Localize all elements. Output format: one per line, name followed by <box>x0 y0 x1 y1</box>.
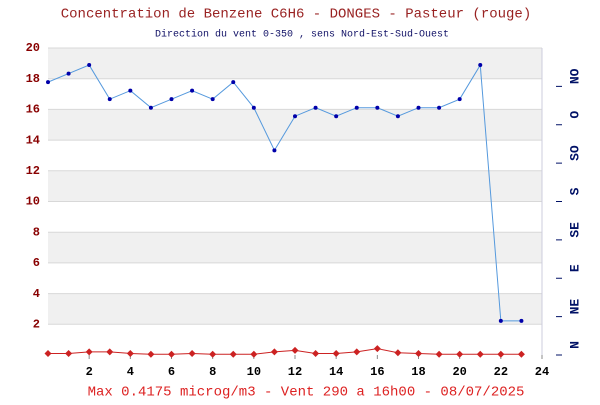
y-tick-label: 16 <box>26 103 40 117</box>
point <box>517 350 525 358</box>
point <box>353 348 361 356</box>
point <box>312 349 320 357</box>
point <box>476 350 484 358</box>
point <box>497 350 505 358</box>
x-tick-label: 14 <box>329 365 343 379</box>
point <box>395 114 400 119</box>
y-tick-label: 4 <box>33 287 40 301</box>
chart-title: Concentration de Benzene C6H6 - DONGES -… <box>61 7 531 23</box>
point <box>293 114 297 119</box>
point <box>44 349 52 357</box>
y2-tick-label: E <box>567 264 582 272</box>
point <box>354 105 359 110</box>
point <box>190 88 195 93</box>
point <box>313 105 318 110</box>
x-tick-label: 8 <box>209 365 216 379</box>
x-tick-label: 12 <box>288 365 302 379</box>
x-tick-label: 4 <box>127 365 134 379</box>
point <box>250 350 258 358</box>
y-tick-label: 20 <box>26 41 40 55</box>
point <box>168 350 175 358</box>
y2-tick-label: O <box>567 111 582 119</box>
point <box>416 105 421 110</box>
point <box>66 71 71 76</box>
y-tick-label: 14 <box>26 133 40 147</box>
point <box>272 148 277 153</box>
point <box>291 346 299 354</box>
x-tick-label: 10 <box>247 365 261 379</box>
point <box>394 349 402 357</box>
y-tick-label: 10 <box>26 195 40 209</box>
x-tick-label: 20 <box>452 365 466 379</box>
x-tick-label: 22 <box>494 365 508 379</box>
point <box>334 114 339 119</box>
y2-tick-label: N <box>567 341 582 349</box>
y-tick-label: 2 <box>33 317 40 331</box>
point <box>270 348 278 356</box>
point <box>231 80 236 85</box>
point <box>498 318 503 323</box>
annotation: Max 0.4175 microg/m3 - Vent 290 a 16h00 … <box>88 385 525 400</box>
point <box>437 105 442 110</box>
grid-band <box>48 232 542 263</box>
point <box>188 349 196 357</box>
y2-tick-label: SO <box>567 145 582 161</box>
point <box>457 97 462 102</box>
point <box>169 97 174 102</box>
point <box>46 80 50 85</box>
x-tick-label: 16 <box>370 365 384 379</box>
x-tick-label: 2 <box>86 365 93 379</box>
point <box>147 350 155 358</box>
point <box>373 345 381 353</box>
grid-band <box>48 109 542 141</box>
point <box>435 350 443 358</box>
point <box>87 63 92 68</box>
point <box>107 97 112 102</box>
point <box>85 348 93 356</box>
point <box>229 350 237 358</box>
grid-band <box>48 170 542 202</box>
point <box>65 349 73 357</box>
point <box>251 105 256 110</box>
series-line <box>47 63 522 322</box>
series-line <box>48 348 522 355</box>
point <box>128 88 133 93</box>
y2-tick-label: NE <box>567 299 582 315</box>
x-tick-label: 18 <box>411 365 425 379</box>
chart-subtitle: Direction du vent 0-350 , sens Nord-Est-… <box>155 29 449 41</box>
y-tick-label: 6 <box>33 256 40 270</box>
point <box>415 349 422 357</box>
y-tick-label: 18 <box>26 72 40 86</box>
point <box>126 349 134 357</box>
y2-tick-label: NO <box>567 68 582 84</box>
grid-band <box>48 48 542 79</box>
x-tick-label: 6 <box>168 365 175 379</box>
point <box>209 350 217 358</box>
y-tick-label: 8 <box>33 225 40 239</box>
point <box>106 348 114 356</box>
point <box>332 349 340 357</box>
y-tick-label: 12 <box>26 164 40 178</box>
point <box>519 318 524 323</box>
point <box>210 97 215 102</box>
point <box>478 63 483 68</box>
point <box>375 105 380 110</box>
y2-tick-label: S <box>567 187 582 195</box>
x-tick-label: 24 <box>535 365 549 379</box>
point <box>456 350 464 358</box>
point <box>148 105 153 110</box>
grid-band <box>48 293 542 325</box>
y2-tick-label: SE <box>567 222 582 238</box>
